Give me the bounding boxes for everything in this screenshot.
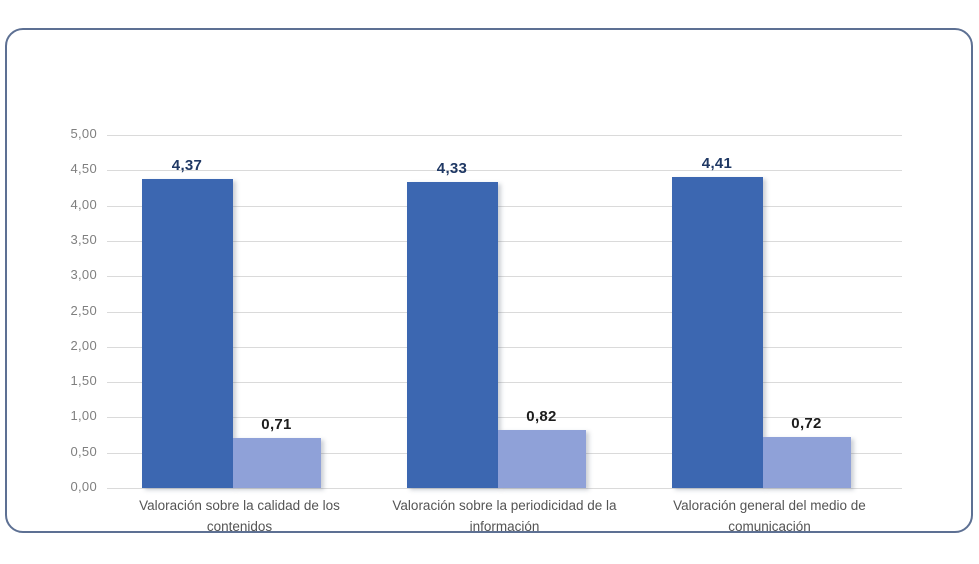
bar-value-label: 4,37 xyxy=(171,157,203,175)
y-tick-label: 2,50 xyxy=(70,302,97,318)
gridline xyxy=(107,382,902,384)
gridline xyxy=(107,311,902,313)
y-tick-label: 0,00 xyxy=(70,479,97,494)
bar-value-label: 4,41 xyxy=(701,154,733,172)
gridline xyxy=(107,346,902,348)
bar-value-label: 0,82 xyxy=(526,408,557,426)
gridline xyxy=(107,205,902,207)
bar-value-label: 0,71 xyxy=(261,415,292,433)
bar-light-blue-series-cat3 xyxy=(762,437,851,488)
bar-dark-blue-series-cat1 xyxy=(141,179,233,488)
category-label: Valoración sobre la calidad de los conte… xyxy=(139,498,340,534)
bar-value-label: 4,33 xyxy=(436,160,468,178)
category-label: Valoración sobre la periodicidad de la i… xyxy=(392,498,617,534)
category-label: Valoración general del medio de comunica… xyxy=(673,498,866,534)
gridline xyxy=(107,488,902,489)
y-tick-label: 5,00 xyxy=(70,126,97,141)
gridline xyxy=(107,135,902,136)
bar-light-blue-series-cat2 xyxy=(497,430,586,488)
y-tick-label: 1,50 xyxy=(70,373,97,389)
bar-light-blue-series-cat1 xyxy=(232,437,321,488)
bar-dark-blue-series-cat3 xyxy=(671,176,763,488)
y-tick-label: 1,00 xyxy=(70,408,97,424)
gridline xyxy=(107,170,902,172)
y-tick-label: 0,50 xyxy=(70,443,97,459)
bar-value-label: 0,72 xyxy=(791,415,822,433)
y-tick-label: 4,00 xyxy=(70,196,97,212)
bar-dark-blue-series-cat2 xyxy=(406,182,498,488)
y-tick-label: 2,00 xyxy=(70,337,97,353)
gridline xyxy=(107,240,902,242)
y-tick-label: 4,50 xyxy=(70,161,97,177)
gridline xyxy=(107,276,902,278)
y-tick-label: 3,50 xyxy=(70,231,97,247)
gridline xyxy=(107,417,902,419)
y-tick-label: 3,00 xyxy=(70,267,97,283)
plot-area: 4,37 0,71 4,33 0,82 4,41 0,72 xyxy=(107,135,902,489)
chart-card: 4,37 0,71 4,33 0,82 4,41 0,72 Valoración sobr… xyxy=(5,28,973,534)
